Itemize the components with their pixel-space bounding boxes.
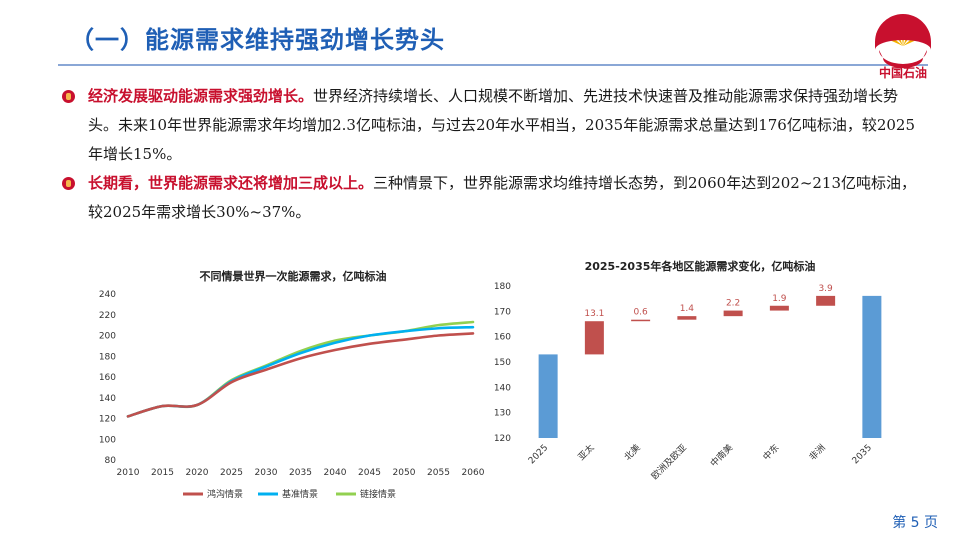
legend-label: 基准情景 bbox=[282, 488, 318, 500]
bar-increment bbox=[631, 319, 651, 322]
bullet-list: 经济发展驱动能源需求强劲增长。世界经济持续增长、人口规模不断增加、先进技术快速普… bbox=[58, 82, 918, 227]
y-tick-label: 180 bbox=[99, 352, 116, 362]
x-tick-label: 中南美 bbox=[708, 442, 736, 470]
x-tick-label: 2035 bbox=[851, 443, 874, 466]
y-tick-label: 140 bbox=[99, 394, 116, 404]
x-tick-label: 中东 bbox=[760, 442, 781, 463]
x-tick-label: 2025 bbox=[220, 468, 243, 478]
bullet-icon bbox=[62, 177, 75, 190]
bullet-highlight: 长期看，世界能源需求还将增加三成以上。 bbox=[88, 174, 374, 192]
x-tick-label: 2060 bbox=[462, 468, 485, 478]
y-tick-label: 240 bbox=[99, 290, 116, 300]
bar-increment bbox=[584, 321, 604, 355]
x-tick-label: 2015 bbox=[151, 468, 174, 478]
y-tick-label: 120 bbox=[494, 434, 511, 444]
logo-text: 中国石油 bbox=[878, 66, 927, 80]
page-title: （一）能源需求维持强劲增长势头 bbox=[70, 26, 445, 54]
bar-increment bbox=[816, 295, 836, 306]
bar-end bbox=[862, 295, 882, 438]
bullet-icon bbox=[62, 90, 75, 103]
x-tick-label: 北美 bbox=[622, 442, 643, 463]
x-tick-label: 2030 bbox=[255, 468, 278, 478]
y-tick-label: 100 bbox=[99, 435, 116, 445]
y-tick-label: 150 bbox=[494, 358, 511, 368]
bar-start bbox=[538, 354, 558, 438]
y-tick-label: 120 bbox=[99, 415, 116, 425]
data-label: 13.1 bbox=[584, 309, 604, 319]
bar-increment bbox=[769, 305, 789, 311]
x-tick-label: 2040 bbox=[324, 468, 347, 478]
y-tick-label: 180 bbox=[494, 282, 511, 292]
y-tick-label: 220 bbox=[99, 311, 116, 321]
x-tick-label: 亚太 bbox=[575, 442, 596, 463]
y-tick-label: 80 bbox=[105, 456, 117, 466]
waterfall-chart: 2025-2035年各地区能源需求变化，亿吨标油 120 130 140 150 160… bbox=[490, 254, 910, 482]
bullet-text: 三种情景下，世界能源需求均维持增长态势，到2060年达到202~213亿吨标油，… bbox=[88, 174, 917, 221]
waterfall-chart-svg: 2025-2035年各地区能源需求变化，亿吨标油 120 130 140 150 160… bbox=[494, 259, 882, 482]
series-line bbox=[126, 332, 475, 418]
bullet-highlight: 经济发展驱动能源需求强劲增长。 bbox=[88, 87, 314, 105]
bullet-item: 长期看，世界能源需求还将增加三成以上。三种情景下，世界能源需求均维持增长态势，到… bbox=[58, 169, 918, 227]
page-number: 第 5 页 bbox=[892, 515, 938, 531]
data-label: 1.4 bbox=[680, 304, 695, 314]
y-tick-label: 170 bbox=[494, 307, 511, 317]
x-tick-label: 2010 bbox=[117, 468, 140, 478]
chart-title: 2025-2035年各地区能源需求变化，亿吨标油 bbox=[585, 259, 816, 273]
petrochina-logo-icon bbox=[875, 14, 931, 68]
y-tick-label: 140 bbox=[494, 383, 511, 393]
y-tick-label: 200 bbox=[99, 332, 116, 342]
legend-label: 鸿沟情景 bbox=[207, 488, 243, 500]
x-tick-label: 2055 bbox=[427, 468, 450, 478]
line-chart-svg: 不同情景世界一次能源需求，亿吨标油 80 100 120 140 160 180 200 22… bbox=[99, 269, 485, 500]
bar-increment bbox=[723, 310, 743, 317]
chart-title: 不同情景世界一次能源需求，亿吨标油 bbox=[200, 269, 387, 283]
bullet-item: 经济发展驱动能源需求强劲增长。世界经济持续增长、人口规模不断增加、先进技术快速普… bbox=[58, 82, 918, 169]
x-tick-label: 2050 bbox=[393, 468, 416, 478]
data-label: 1.9 bbox=[772, 294, 787, 304]
bullet-text: 世界经济持续增长、人口规模不断增加、先进技术快速普及推动能源需求保持强劲增长势头… bbox=[88, 87, 916, 163]
y-tick-label: 160 bbox=[494, 333, 511, 343]
y-tick-label: 160 bbox=[99, 373, 116, 383]
data-label: 0.6 bbox=[633, 308, 648, 318]
title-divider bbox=[58, 64, 928, 66]
x-tick-label: 2045 bbox=[358, 468, 381, 478]
x-tick-label: 欧洲及欧亚 bbox=[649, 442, 689, 482]
x-tick-label: 2035 bbox=[289, 468, 312, 478]
data-label: 3.9 bbox=[818, 284, 833, 294]
x-tick-label: 非洲 bbox=[807, 442, 828, 463]
legend-label: 链接情景 bbox=[360, 488, 396, 500]
y-tick-label: 130 bbox=[494, 409, 511, 419]
x-tick-label: 2020 bbox=[186, 468, 209, 478]
scenario-line-chart: 不同情景世界一次能源需求，亿吨标油 80 100 120 140 160 180 200 22… bbox=[88, 262, 488, 512]
bar-increment bbox=[677, 316, 697, 320]
data-label: 2.2 bbox=[726, 299, 740, 309]
series-line bbox=[126, 325, 475, 418]
x-tick-label: 2025 bbox=[527, 443, 550, 466]
